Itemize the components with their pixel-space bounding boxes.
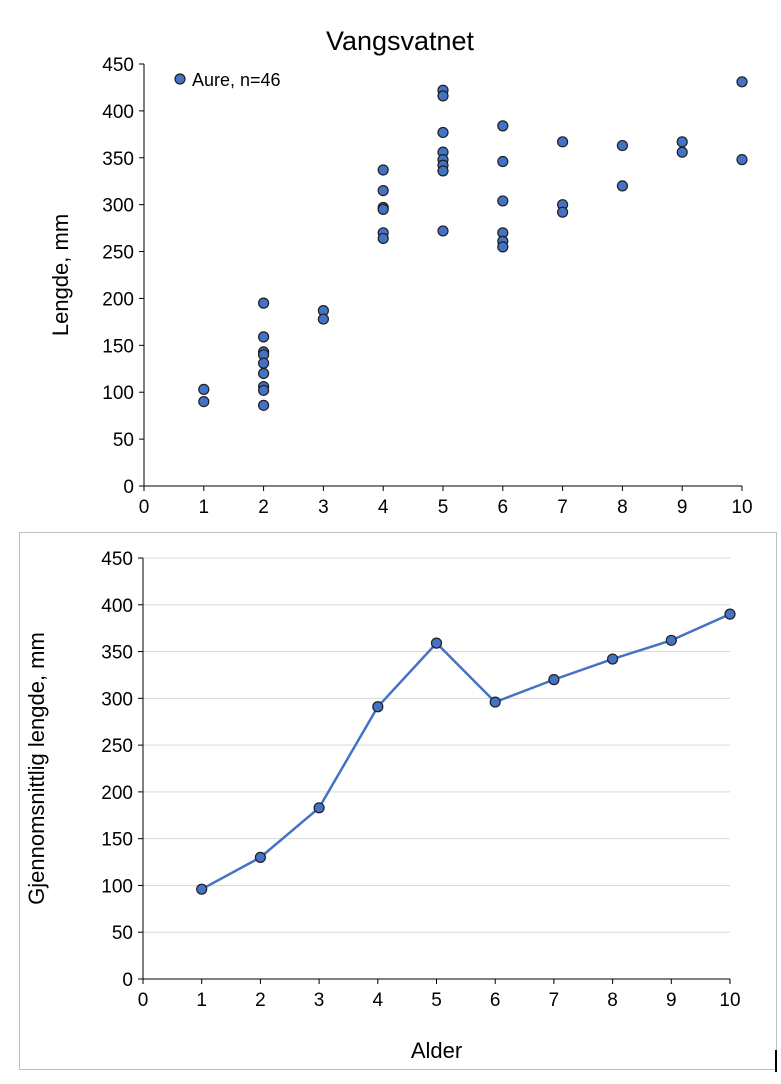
x-tick-label: 2	[255, 990, 266, 1011]
y-tick-label: 350	[102, 149, 134, 170]
data-point	[258, 297, 270, 309]
data-point	[430, 637, 443, 649]
x-tick-label: 6	[490, 990, 501, 1011]
x-tick-label: 7	[549, 990, 560, 1011]
x-tick-label: 4	[378, 497, 389, 518]
data-point	[606, 653, 619, 665]
data-point	[196, 883, 208, 895]
x-tick-label: 3	[318, 497, 329, 518]
x-tick-label: 3	[314, 990, 325, 1011]
data-point	[489, 696, 501, 708]
x-tick-label: 8	[617, 497, 628, 518]
data-point	[556, 206, 569, 218]
y-tick-label: 0	[123, 477, 134, 498]
x-tick-label: 7	[557, 497, 568, 518]
data-point	[258, 399, 270, 411]
x-tick-label: 4	[373, 990, 384, 1011]
x-tick-label: 0	[138, 990, 149, 1011]
y-axis-label: Gjennomsnittlig lengde, mm	[24, 632, 49, 905]
x-tick-label: 10	[731, 497, 752, 518]
data-point	[736, 76, 748, 88]
data-point	[724, 608, 736, 620]
data-point	[497, 120, 509, 132]
chart-title: Vangsvatnet	[326, 26, 475, 56]
x-tick-label: 9	[666, 990, 677, 1011]
data-point	[198, 396, 210, 408]
y-tick-label: 200	[101, 783, 133, 804]
y-tick-label: 250	[101, 736, 133, 757]
y-tick-label: 450	[102, 55, 134, 76]
data-point	[437, 126, 449, 139]
y-tick-label: 100	[101, 876, 133, 897]
data-point	[377, 203, 389, 215]
x-tick-label: 5	[431, 990, 442, 1011]
data-point	[198, 383, 210, 396]
data-point	[616, 139, 629, 152]
data-point	[497, 241, 509, 253]
mean-length-chart-frame	[19, 532, 777, 1070]
stray-mark	[775, 1050, 777, 1072]
data-point	[437, 165, 449, 177]
y-tick-label: 400	[101, 596, 133, 617]
data-point	[497, 195, 509, 207]
data-point	[676, 136, 688, 148]
data-point	[665, 634, 677, 646]
data-point	[497, 155, 509, 168]
series-line	[201, 612, 731, 891]
data-point	[313, 802, 325, 814]
y-tick-label: 150	[101, 830, 133, 851]
y-tick-label: 400	[102, 102, 134, 123]
data-point	[548, 674, 560, 686]
data-point	[372, 701, 384, 713]
x-tick-label: 9	[677, 497, 688, 518]
x-tick-label: 0	[139, 497, 150, 518]
x-tick-label: 1	[196, 990, 207, 1011]
x-tick-label: 10	[719, 990, 740, 1011]
x-axis-label: Alder	[411, 1038, 462, 1063]
data-point	[254, 851, 266, 863]
x-tick-label: 5	[438, 497, 449, 518]
data-point	[616, 180, 629, 192]
data-point	[258, 367, 270, 380]
scatter-chart: 0 50 100 150 200 250 300 350 400 450 0 1 2 3 4 5 6 7 8 9 10 V…	[48, 26, 753, 518]
data-point	[377, 185, 389, 197]
y-tick-label: 250	[102, 243, 134, 264]
data-point	[377, 232, 389, 245]
data-point	[437, 90, 449, 102]
y-tick-label: 50	[112, 923, 133, 944]
legend-label: Aure, n=46	[192, 70, 281, 90]
y-tick-label: 50	[113, 430, 134, 451]
y-tick-label: 300	[101, 689, 133, 710]
legend-marker	[174, 73, 186, 85]
y-tick-label: 350	[101, 643, 133, 664]
y-tick-label: 100	[102, 383, 134, 404]
data-point	[377, 164, 389, 176]
y-tick-label: 450	[101, 549, 133, 570]
x-tick-label: 1	[199, 497, 210, 518]
data-point	[556, 136, 569, 148]
x-tick-label: 8	[607, 990, 618, 1011]
data-point	[258, 357, 270, 369]
x-tick-label: 2	[258, 497, 269, 518]
y-axis-label: Lengde, mm	[48, 214, 73, 336]
mean-length-line-chart: 0 50 100 150 200 250 300 350 400 450 0 1 2 3 4 5 6 7 8 9 10 G…	[24, 549, 741, 1063]
data-point	[437, 225, 449, 237]
data-point	[317, 313, 329, 325]
y-tick-label: 300	[102, 196, 134, 217]
data-point	[736, 154, 748, 166]
y-tick-label: 200	[102, 289, 134, 310]
data-point	[258, 331, 270, 343]
x-tick-label: 6	[498, 497, 509, 518]
y-tick-label: 150	[102, 336, 134, 357]
data-point	[676, 146, 688, 158]
y-tick-label: 0	[122, 970, 133, 991]
data-point	[258, 384, 270, 396]
